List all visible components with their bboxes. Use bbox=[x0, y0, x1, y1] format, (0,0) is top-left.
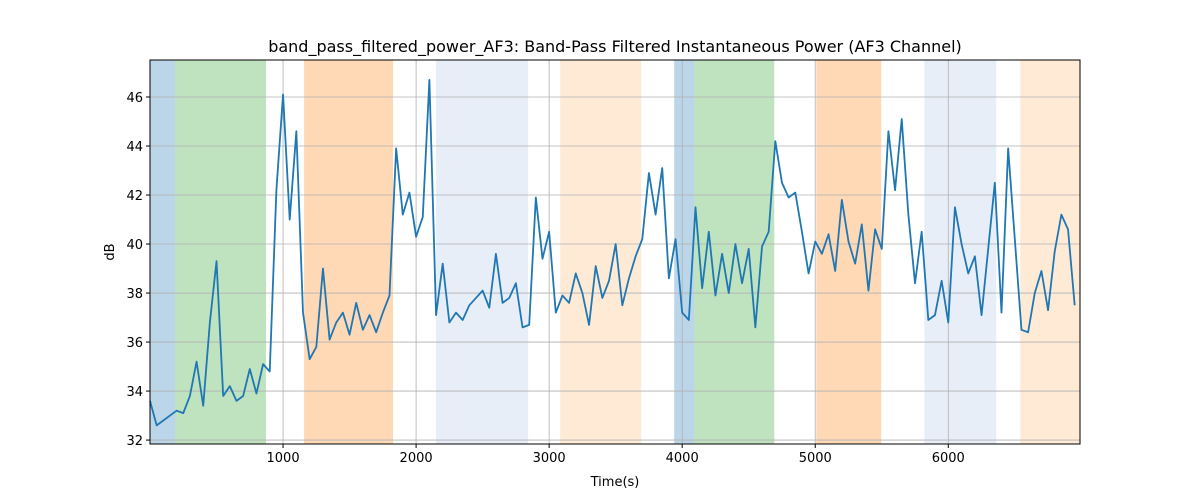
shaded-span bbox=[1020, 60, 1080, 444]
y-tick-label: 44 bbox=[126, 140, 143, 155]
y-tick-label: 40 bbox=[126, 238, 143, 253]
plot-frame bbox=[149, 59, 1081, 445]
x-tick-label: 5000 bbox=[799, 451, 832, 466]
shaded-span bbox=[436, 60, 529, 444]
shaded-span bbox=[674, 60, 695, 444]
x-tick-label: 1000 bbox=[267, 451, 300, 466]
chart-title: band_pass_filtered_power_AF3: Band-Pass … bbox=[268, 37, 962, 57]
shaded-span bbox=[816, 60, 882, 444]
shaded-span bbox=[150, 60, 176, 444]
y-tick-label: 46 bbox=[126, 91, 143, 106]
shaded-span bbox=[175, 60, 267, 444]
y-axis-label: dB bbox=[103, 243, 118, 260]
data-line bbox=[149, 78, 1076, 427]
shaded-span bbox=[924, 60, 997, 444]
shaded-span bbox=[560, 60, 642, 444]
x-tick-label: 3000 bbox=[533, 451, 566, 466]
x-axis-label: Time(s) bbox=[590, 475, 640, 490]
x-tick-label: 4000 bbox=[666, 451, 699, 466]
x-tick-label: 6000 bbox=[932, 451, 965, 466]
shaded-span bbox=[304, 60, 394, 444]
x-tick-label: 2000 bbox=[400, 451, 433, 466]
y-tick-label: 36 bbox=[126, 336, 143, 351]
y-tick-label: 34 bbox=[126, 385, 143, 400]
y-tick-label: 32 bbox=[126, 434, 143, 449]
y-tick-label: 38 bbox=[126, 287, 143, 302]
y-tick-label: 42 bbox=[126, 189, 143, 204]
